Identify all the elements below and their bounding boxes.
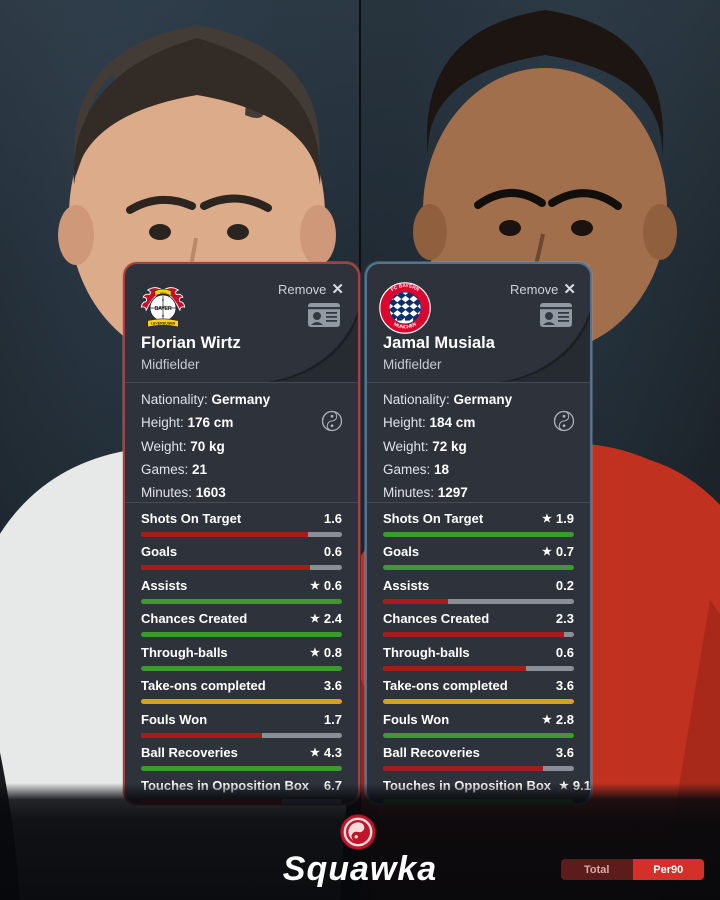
- svg-text:LEVERKUSEN: LEVERKUSEN: [151, 322, 176, 326]
- svg-text:R: R: [162, 314, 164, 318]
- svg-text:BAYER: BAYER: [155, 306, 172, 312]
- svg-text:B: B: [162, 298, 164, 302]
